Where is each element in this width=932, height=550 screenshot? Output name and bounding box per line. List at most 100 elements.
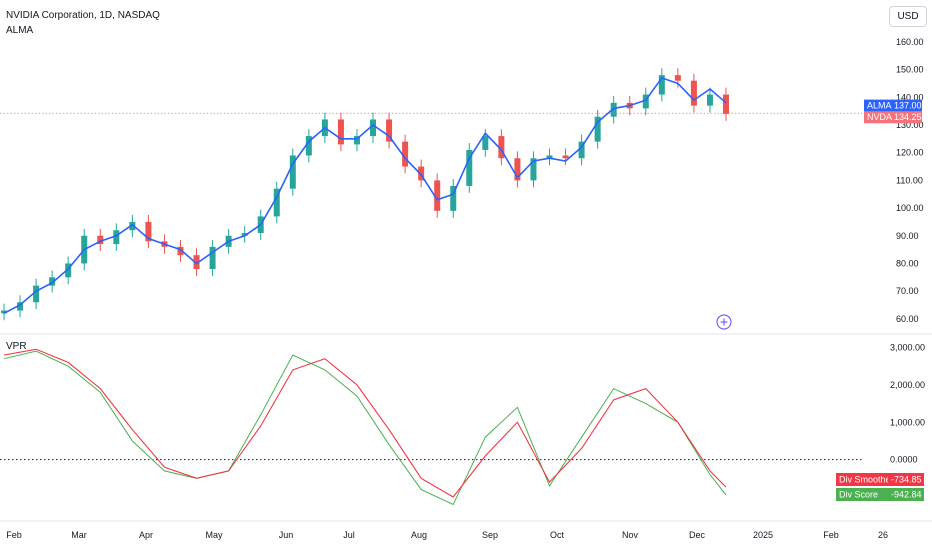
time-tick-label: Feb [823,530,839,540]
series-value-tag-label: 137.00 [894,101,922,111]
time-tick-label: Apr [139,530,153,540]
alma-line [3,76,727,315]
series-name-tag-label: ALMA [867,101,892,111]
price-tick-label: 130.00 [896,120,924,130]
series-value-tag [892,99,922,112]
candle-body [386,119,393,142]
candle-body [65,263,72,278]
candle-body [33,285,40,303]
time-axis: Feb Mar Apr May Jun Jul Aug Sep Oct Nov Dec 2025 Feb… [0,520,932,540]
candle-body [546,155,553,159]
candle-body [466,149,473,186]
price-tick-label: 140.00 [896,92,924,102]
symbol-title[interactable]: NVIDIA Corporation, 1D, NASDAQ [6,10,160,21]
candle-body [418,166,425,181]
vpr-tags: Div Smoothed-734.85 Div Score -942.84 [836,473,924,501]
vpr-tick-label: 1,000.00 [890,417,925,427]
candle-body [193,255,200,269]
candle-body [578,141,585,159]
price-tick-label: 150.00 [896,65,924,75]
candle-body [353,136,360,145]
time-tick-label: Dec [689,530,706,540]
candle-body [514,158,521,181]
time-tick-label: Oct [550,530,565,540]
series-name-tag [864,99,892,112]
price-tick-label: 80.00 [896,258,919,268]
candle-body [674,75,681,81]
candle-body [113,230,120,245]
series-value-tag-label: 134.25 [894,112,922,122]
vpr-axis: 3,000.00 2,000.00 1,000.00 0.0000 [890,342,925,464]
candle-body [498,136,505,159]
candle-body [402,141,409,167]
series-value-tag [888,488,924,501]
series-value-tag-label: -734.85 [891,475,922,485]
vpr-tick-label: 0.0000 [890,455,918,465]
price-tick-label: 160.00 [896,37,924,47]
candle-body [610,102,617,117]
currency-button[interactable]: USD [889,6,927,27]
series-name-tag-label: NVDA [867,112,892,122]
time-tick-label: Jul [343,530,355,540]
vpr-tick-label: 2,000.00 [890,380,925,390]
candle-body [562,155,569,159]
candle-body [17,302,24,311]
candle-body [305,136,312,156]
series-value-tag-label: -942.84 [891,490,922,500]
price-tick-label: 90.00 [896,231,919,241]
candle-body [658,75,665,95]
candle-body [594,116,601,142]
indicator-label-vpr[interactable]: VPR [6,341,27,352]
candle-body [49,277,56,286]
series-name-tag-label: Div Score [839,490,878,500]
crosshair-plus-icon[interactable] [716,314,732,330]
price-tick-label: 70.00 [896,286,919,296]
time-tick-label: Jun [279,530,294,540]
candle-body [482,136,489,150]
time-tick-label: Nov [622,530,639,540]
vpr-tick-label: 3,000.00 [890,342,925,352]
series-value-tag [892,111,922,124]
candle-body [706,94,713,106]
time-tick-label: Mar [71,530,87,540]
candle-body [241,233,248,236]
candle-body [145,221,152,242]
candle-body [337,119,344,145]
div-smoothed-line [3,348,727,498]
indicator-label-alma[interactable]: ALMA [6,25,34,36]
time-tick-label: Sep [482,530,498,540]
candle-body [289,155,296,189]
candle-body [434,180,441,211]
time-tick-label: Aug [411,530,427,540]
candle-body [723,94,729,114]
price-tick-label: 120.00 [896,148,924,158]
candle-body [1,310,7,314]
series-value-tag [888,473,924,486]
time-tick-label: 26 [878,530,888,540]
candle-body [370,119,377,137]
candle-body [97,235,104,245]
time-tick-label: Feb [6,530,22,540]
candle-body [530,158,537,181]
time-tick-label: May [205,530,223,540]
price-tick-label: 100.00 [896,203,924,213]
series-name-tag [836,488,888,501]
series-name-tag [864,111,892,124]
candle-body [177,246,184,256]
candle-body [209,246,216,269]
price-tick-label: 60.00 [896,314,919,324]
candle-body [642,94,649,109]
candle-body [129,221,136,231]
series-name-tag [836,473,888,486]
div-score-line [3,350,727,506]
price-axis: 160.00 150.00 140.00 130.00 120.00 110.00 100.… [896,37,924,324]
series-name-tag-label: Div Smoothed [839,475,896,485]
candlesticks [1,68,729,321]
time-tick-label: 2025 [753,530,773,540]
price-tick-label: 110.00 [896,175,923,185]
candle-body [273,188,280,217]
candle-body [450,185,457,211]
candle-body [690,80,697,106]
